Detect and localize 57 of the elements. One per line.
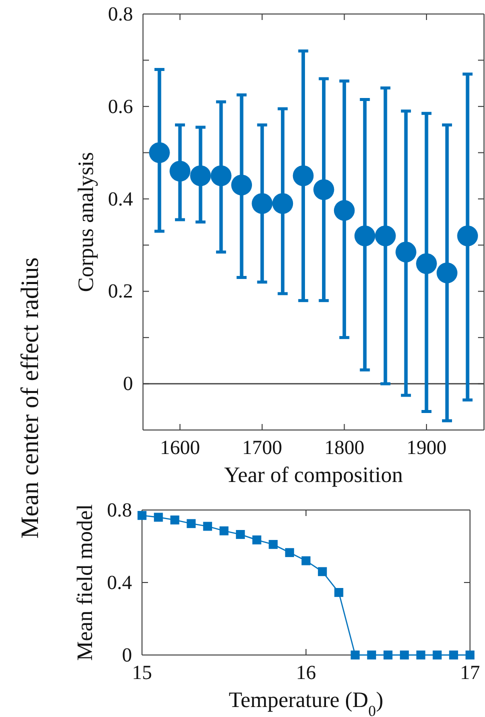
y-tick-label: 0.2 — [108, 280, 133, 303]
point — [416, 650, 426, 660]
y-tick-label: 0 — [123, 373, 133, 396]
point — [432, 650, 442, 660]
point — [268, 540, 278, 549]
point — [203, 522, 212, 531]
point — [449, 650, 458, 660]
point — [190, 165, 211, 186]
y-tick-label: 0.8 — [107, 499, 132, 522]
x-tick-label: 1800 — [324, 437, 364, 460]
point — [138, 510, 146, 520]
point — [384, 650, 392, 660]
y-tick-label: 0.8 — [108, 3, 133, 26]
point — [313, 179, 334, 200]
point — [396, 242, 416, 262]
y-axis-title: Mean field model — [72, 504, 97, 661]
point — [334, 200, 355, 221]
point — [350, 650, 360, 660]
y-tick-label: 0.6 — [108, 96, 133, 118]
point — [231, 174, 252, 196]
point — [272, 193, 294, 214]
point — [170, 160, 190, 182]
y-tick-label: 0 — [122, 644, 132, 666]
point — [149, 142, 170, 164]
point — [354, 225, 376, 246]
point — [367, 650, 376, 660]
x-tick-label: 16 — [296, 662, 316, 684]
point — [186, 519, 196, 528]
point — [220, 526, 228, 536]
point — [318, 567, 327, 576]
point — [302, 556, 310, 566]
point — [400, 650, 409, 660]
x-tick-label: 1600 — [160, 437, 200, 460]
point — [210, 165, 232, 186]
x-axis-title: Year of composition — [224, 462, 403, 487]
y-axis-title: Corpus analysis — [73, 152, 98, 292]
x-axis-title: Temperature (D$_{0}$) — [228, 687, 384, 717]
point — [252, 193, 273, 214]
x-tick-label: 1900 — [406, 437, 446, 460]
point — [466, 650, 474, 660]
point — [285, 548, 294, 558]
point — [252, 535, 262, 544]
point — [292, 165, 314, 186]
point — [154, 512, 163, 522]
x-tick-label: 17 — [460, 662, 480, 684]
y-tick-label: 0.4 — [108, 188, 133, 210]
x-tick-label: 15 — [132, 662, 152, 684]
point — [334, 588, 344, 597]
point — [374, 225, 396, 246]
point — [436, 262, 458, 284]
point — [457, 225, 478, 246]
y-tick-label: 0.4 — [107, 572, 132, 594]
x-tick-label: 1700 — [242, 437, 282, 460]
point — [236, 530, 245, 539]
point — [170, 515, 180, 524]
text: Mean center of effect radius — [17, 257, 44, 539]
point — [416, 253, 437, 274]
